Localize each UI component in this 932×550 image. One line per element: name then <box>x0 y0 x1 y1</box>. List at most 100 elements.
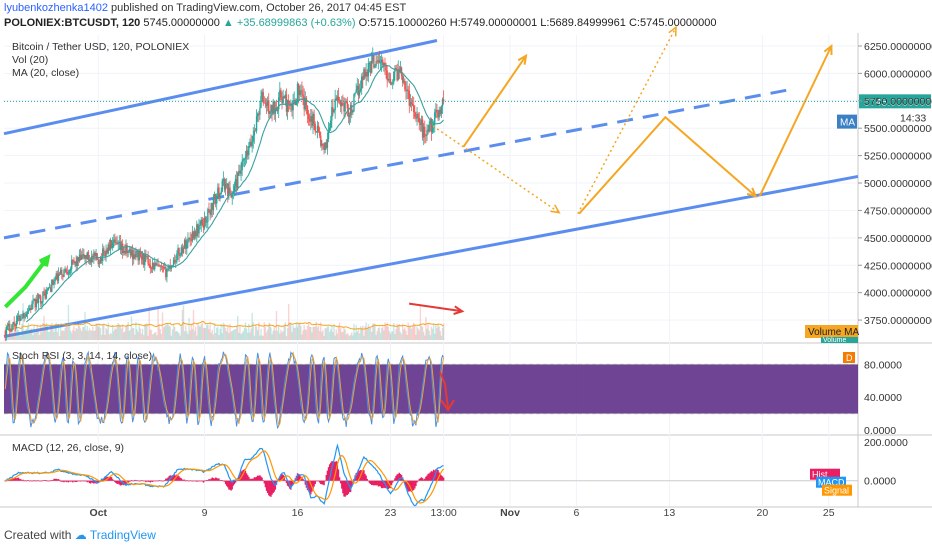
volume-bar <box>169 326 171 340</box>
macd-pane <box>4 443 858 507</box>
volume-bar <box>30 328 32 340</box>
candle-body <box>285 94 288 112</box>
macd-hist-bar <box>38 480 41 482</box>
macd-hist-bar <box>42 480 44 482</box>
tradingview-link[interactable]: TradingView <box>89 528 156 542</box>
volume-bar <box>43 315 45 340</box>
macd-hist-bar <box>428 473 430 481</box>
publish-text: published on TradingView.com, October 26… <box>111 2 407 14</box>
candle-body <box>258 113 260 115</box>
macd-hist-bar <box>140 480 143 481</box>
macd-hist-bar <box>286 480 289 486</box>
candle-body <box>363 69 365 80</box>
volume-bar <box>359 326 362 340</box>
volume-bar <box>354 332 356 340</box>
macd-hist-bar <box>134 479 136 481</box>
macd-hist-bar <box>88 480 91 484</box>
candle-body <box>185 240 187 249</box>
macd-hist-bar <box>204 480 207 482</box>
volume-bar <box>262 335 264 340</box>
volume-bar <box>57 325 60 340</box>
macd-hist-bar <box>65 480 67 483</box>
candle-body <box>59 269 62 275</box>
volume-bar <box>240 334 242 340</box>
volume-bar <box>394 333 396 340</box>
candle-body <box>368 62 371 64</box>
macd-hist-bar <box>281 474 283 481</box>
main-legend-item: Bitcoin / Tether USD, 120, POLONIEX <box>12 41 189 53</box>
candle-body <box>64 269 66 271</box>
candle-body <box>401 76 404 83</box>
macd-hist-bar <box>111 479 114 481</box>
volume-bar <box>339 328 342 340</box>
candle-body <box>45 289 47 299</box>
volume-bar <box>99 328 102 340</box>
macd-hist-bar <box>222 480 225 482</box>
volume-bar <box>358 333 361 340</box>
open-label: O:5715.10000260 <box>358 17 447 29</box>
candle-body <box>94 252 96 257</box>
volume-bar <box>385 325 387 340</box>
macd-hist-bar <box>33 480 35 481</box>
candle-body <box>100 257 103 262</box>
rsi-legend: Stoch RSI (3, 3, 14, 14, close) <box>12 350 152 362</box>
green-trend-arrow <box>3 256 50 309</box>
candle-body <box>374 66 376 68</box>
macd-hist-bar <box>30 480 32 482</box>
macd-hist-bar <box>368 480 371 484</box>
volume-bar <box>245 328 248 340</box>
candle-body <box>137 250 139 261</box>
macd-hist-bar <box>242 469 244 481</box>
candle-body <box>134 254 136 258</box>
volume-bar <box>147 335 149 340</box>
candle-body <box>290 104 292 106</box>
macd-hist-bar <box>259 475 261 481</box>
volume-bar <box>10 330 12 340</box>
volume-bar <box>313 326 315 340</box>
macd-hist-bar <box>249 478 251 481</box>
candle-body <box>40 296 42 304</box>
volume-bar <box>259 335 261 340</box>
candle-body <box>409 102 412 106</box>
macd-line <box>5 443 444 507</box>
candle-body <box>24 316 26 318</box>
candle-body <box>299 90 301 96</box>
candle-body <box>393 72 395 83</box>
macd-hist-bar <box>327 467 330 481</box>
macd-hist-bar <box>56 479 59 481</box>
macd-hist-bar <box>387 480 389 490</box>
volume-bar <box>154 332 156 340</box>
candle-body <box>22 312 24 319</box>
volume-bar <box>271 334 273 340</box>
author-link[interactable]: lyubenkozhenka1402 <box>4 2 108 14</box>
candle-body <box>406 89 408 91</box>
candle-body <box>162 267 165 269</box>
macd-hist-bar <box>36 480 39 481</box>
candle-body <box>247 150 249 156</box>
candle-body <box>260 96 262 108</box>
candle-body <box>71 259 73 269</box>
macd-hist-bar <box>316 480 319 482</box>
volume-bar <box>45 322 47 340</box>
candle-body <box>187 238 189 243</box>
candle-body <box>343 104 345 112</box>
macd-hist-bar <box>119 480 122 486</box>
candle-body <box>25 314 28 317</box>
macd-hist-bar <box>128 480 130 482</box>
volume-bar <box>369 327 372 340</box>
candle-body <box>337 96 340 101</box>
candle-body <box>63 269 65 277</box>
volume-bar <box>328 331 331 340</box>
candle-body <box>202 225 205 228</box>
volume-bar <box>342 331 344 340</box>
volume-bar <box>12 333 14 340</box>
macd-hist-bar <box>372 480 374 486</box>
candle-body <box>312 113 314 126</box>
volume-bar <box>177 331 179 340</box>
macd-hist-bar <box>244 470 247 481</box>
volume-bar <box>21 323 23 340</box>
macd-hist-bar <box>37 480 40 482</box>
volume-bar <box>72 330 74 340</box>
